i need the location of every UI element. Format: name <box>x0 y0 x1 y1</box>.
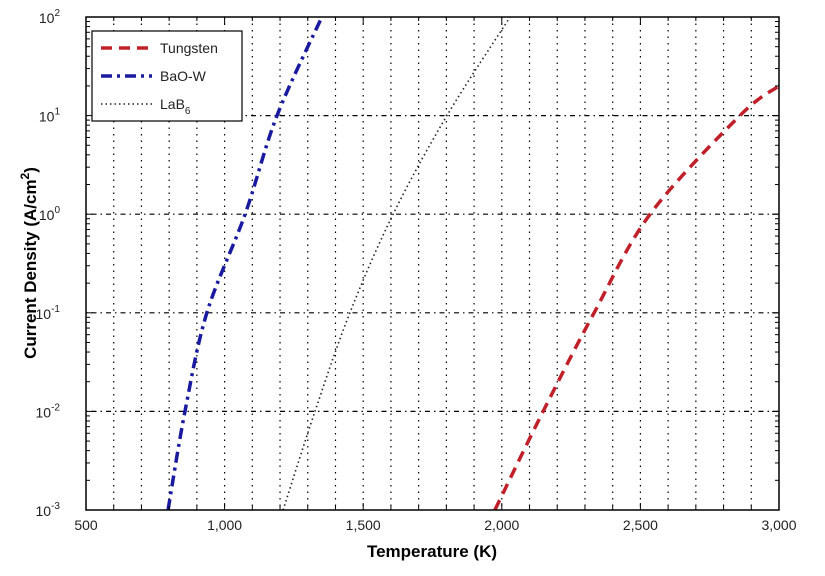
series-line-tungsten <box>493 84 779 510</box>
legend-label: Tungsten <box>160 40 218 56</box>
x-tick-labels: 500 1,000 1,500 2,000 2,500 3,000 <box>74 517 796 533</box>
y-tick-label: 100 <box>39 205 61 223</box>
y-tick-labels: 10-3 10-2 10-1 100 101 102 <box>36 8 61 519</box>
y-tick-label: 101 <box>39 107 61 125</box>
legend-label: LaB6 <box>160 96 191 117</box>
ticks <box>86 16 779 511</box>
y-tick-label: 10-2 <box>36 402 61 420</box>
series-line-bao-w <box>166 17 324 510</box>
curves <box>166 17 779 510</box>
legend-label: BaO-W <box>160 68 207 84</box>
y-tick-label: 10-1 <box>36 304 61 322</box>
grid <box>86 17 779 510</box>
y-axis-label: Current Density (A/cm2) <box>18 167 40 359</box>
legend: Tungsten BaO-W LaB6 <box>91 30 243 122</box>
x-axis-label: Temperature (K) <box>367 542 497 561</box>
y-tick-label: 10-3 <box>36 501 61 519</box>
series-line-lab <box>282 17 511 510</box>
x-tick-label: 500 <box>74 517 98 533</box>
x-tick-label: 2,500 <box>623 517 658 533</box>
y-tick-label: 102 <box>39 8 61 26</box>
x-tick-label: 2,000 <box>484 517 519 533</box>
x-tick-label: 3,000 <box>761 517 796 533</box>
x-tick-label: 1,500 <box>346 517 381 533</box>
x-tick-label: 1,000 <box>207 517 242 533</box>
plot-frame <box>85 16 780 511</box>
